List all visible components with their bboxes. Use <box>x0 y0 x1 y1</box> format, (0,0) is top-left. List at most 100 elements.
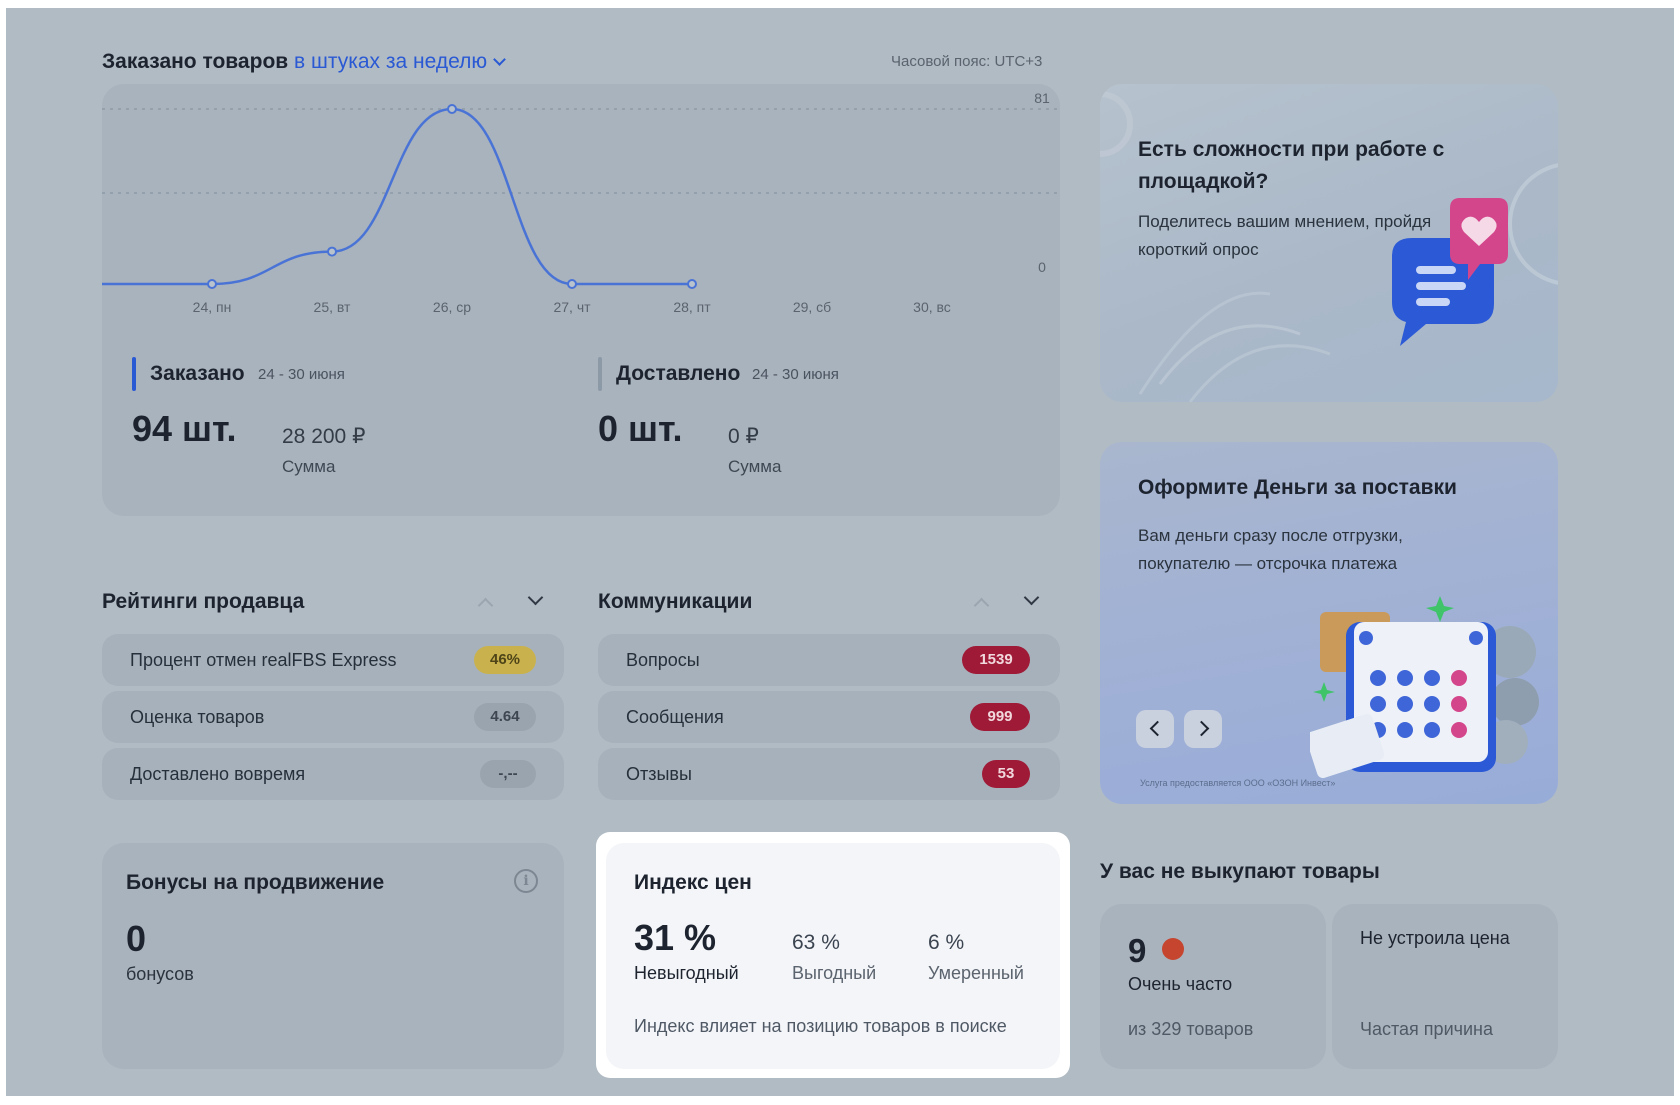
ordered-sum: 28 200 ₽ <box>282 425 366 448</box>
chevron-down-icon <box>493 53 506 66</box>
timezone-label: Часовой пояс: UTC+3 <box>891 53 1043 70</box>
money-promo-card[interactable]: Оформите Деньги за поставки Вам деньги с… <box>1100 442 1558 804</box>
rating-row-cancellations[interactable]: Процент отмен realFBS Express 46% <box>102 634 564 686</box>
calendar-dot <box>1451 696 1467 712</box>
rating-row-label: Оценка товаров <box>130 707 265 727</box>
survey-promo-text: Поделитесь вашим мнением, пройдя коротки… <box>1138 212 1432 259</box>
not-bought-reason-card[interactable]: Не устроила цена Частая причина <box>1332 904 1558 1069</box>
price-index-card[interactable]: Индекс цен 31 % Невыгодный 63 % Выгодный… <box>606 843 1060 1069</box>
calendar-dot <box>1424 696 1440 712</box>
collapse-up-icon[interactable] <box>973 597 990 614</box>
comm-badge: 53 <box>982 760 1030 788</box>
comm-row-label: Вопросы <box>626 650 700 670</box>
price-index-item-label: Выгодный <box>792 963 877 983</box>
expand-down-icon[interactable] <box>1023 589 1040 606</box>
price-index-item-value: 6 % <box>928 931 965 954</box>
comm-row-label: Отзывы <box>626 764 692 784</box>
ratings-title: Рейтинги продавца <box>102 590 305 613</box>
rating-badge: 46% <box>474 646 536 674</box>
rating-row-product-score[interactable]: Оценка товаров 4.64 <box>102 691 564 743</box>
comm-row-questions[interactable]: Вопросы 1539 <box>598 634 1060 686</box>
money-promo-title: Оформите Деньги за поставки <box>1138 476 1457 499</box>
expand-down-icon[interactable] <box>527 589 544 606</box>
carousel-prev-button[interactable] <box>1136 710 1174 748</box>
x-tick-label: 30, вс <box>913 299 951 315</box>
price-index-item-label: Умеренный <box>928 963 1024 983</box>
not-bought-reason-label: Частая причина <box>1360 1019 1494 1039</box>
chat-heart-icon <box>1392 198 1508 346</box>
status-dot-icon <box>1162 938 1184 960</box>
x-tick-label: 27, чт <box>553 299 591 315</box>
calendar-dot <box>1424 670 1440 686</box>
data-point[interactable] <box>447 104 457 114</box>
series-points <box>207 104 697 289</box>
orders-line-chart: 81 0 24, пн 25, вт 26, ср 27, чт 28, пт 29, с… <box>102 90 1060 315</box>
info-icon[interactable]: i <box>514 869 538 893</box>
rating-badge: -,-- <box>480 760 536 788</box>
bonuses-value: 0 <box>126 918 147 959</box>
x-axis-ticks: 24, пн 25, вт 26, ср 27, чт 28, пт 29, сб 30, … <box>193 299 951 315</box>
ordered-accent-bar <box>132 357 136 391</box>
calendar-dot <box>1397 722 1413 738</box>
series-line <box>102 107 692 286</box>
calendar-icon <box>1310 596 1539 779</box>
price-index-main-value: 31 % <box>634 917 717 958</box>
delivered-range: 24 - 30 июня <box>752 366 839 383</box>
orders-chart-card <box>102 84 1060 516</box>
calendar-dot <box>1451 722 1467 738</box>
promo-background-decor <box>1100 91 1558 402</box>
calendar-dot <box>1370 696 1386 712</box>
not-bought-total: из 329 товаров <box>1128 1019 1254 1039</box>
x-tick-label: 29, сб <box>793 299 831 315</box>
not-bought-title: У вас не выкупают товары <box>1100 860 1380 883</box>
carousel-next-button[interactable] <box>1184 710 1222 748</box>
dashboard: Заказано товаров в штуках за неделю Часо… <box>6 8 1674 1096</box>
ordered-range: 24 - 30 июня <box>258 366 345 383</box>
data-point[interactable] <box>567 279 577 289</box>
x-tick-label: 28, пт <box>673 299 711 315</box>
price-index-item-value: 63 % <box>792 931 840 954</box>
money-promo-text: Вам деньги сразу после отгрузки, покупат… <box>1138 526 1403 573</box>
calendar-dot <box>1451 670 1467 686</box>
bonuses-title: Бонусы на продвижение <box>126 871 385 894</box>
period-selector[interactable]: в штуках за неделю <box>294 50 506 73</box>
x-tick-label: 26, ср <box>433 299 471 315</box>
delivered-sum-label: Сумма <box>728 457 782 476</box>
not-bought-count: 9 <box>1128 932 1147 969</box>
data-point[interactable] <box>207 279 217 289</box>
calendar-dot <box>1424 722 1440 738</box>
collapse-up-icon[interactable] <box>477 597 494 614</box>
comm-row-messages[interactable]: Сообщения 999 <box>598 691 1060 743</box>
survey-promo-card[interactable]: Есть сложности при работе с площадкой? П… <box>1100 84 1558 402</box>
delivered-count: 0 шт. <box>598 408 683 449</box>
not-bought-count-card[interactable]: 9 Очень часто из 329 товаров <box>1100 904 1326 1069</box>
x-tick-label: 24, пн <box>193 299 232 315</box>
bonuses-card[interactable]: Бонусы на продвижение i 0 бонусов <box>102 843 564 1069</box>
comm-badge: 1539 <box>962 646 1030 674</box>
ordered-label: Заказано <box>150 362 245 385</box>
delivered-accent-bar <box>598 357 602 391</box>
price-index-main-label: Невыгодный <box>634 963 739 983</box>
x-tick-label: 25, вт <box>314 299 351 315</box>
period-selector-label: в штуках за неделю <box>294 50 488 73</box>
price-index-note: Индекс влияет на позицию товаров в поиск… <box>634 1016 1007 1036</box>
money-promo-footnote: Услуга предоставляется ООО «ОЗОН Инвест» <box>1140 778 1336 788</box>
comm-row-reviews[interactable]: Отзывы 53 <box>598 748 1060 800</box>
not-bought-frequency: Очень часто <box>1128 974 1233 994</box>
price-index-title: Индекс цен <box>634 871 752 894</box>
rating-row-on-time[interactable]: Доставлено вовремя -,-- <box>102 748 564 800</box>
data-point[interactable] <box>327 246 337 257</box>
survey-promo-title: Есть сложности при работе с площадкой? <box>1138 138 1445 193</box>
data-point[interactable] <box>687 279 697 289</box>
comm-badge: 999 <box>970 703 1030 731</box>
comm-row-label: Сообщения <box>626 707 724 727</box>
y-tick-max: 81 <box>1034 90 1050 106</box>
calendar-dot <box>1370 670 1386 686</box>
chevron-right-icon <box>1193 720 1210 737</box>
chevron-left-icon <box>1149 720 1166 737</box>
orders-chart-title-text: Заказано товаров <box>102 50 289 73</box>
communications-title: Коммуникации <box>598 590 753 613</box>
ordered-count: 94 шт. <box>132 408 237 449</box>
ordered-sum-label: Сумма <box>282 457 336 476</box>
y-tick-min: 0 <box>1038 259 1046 275</box>
